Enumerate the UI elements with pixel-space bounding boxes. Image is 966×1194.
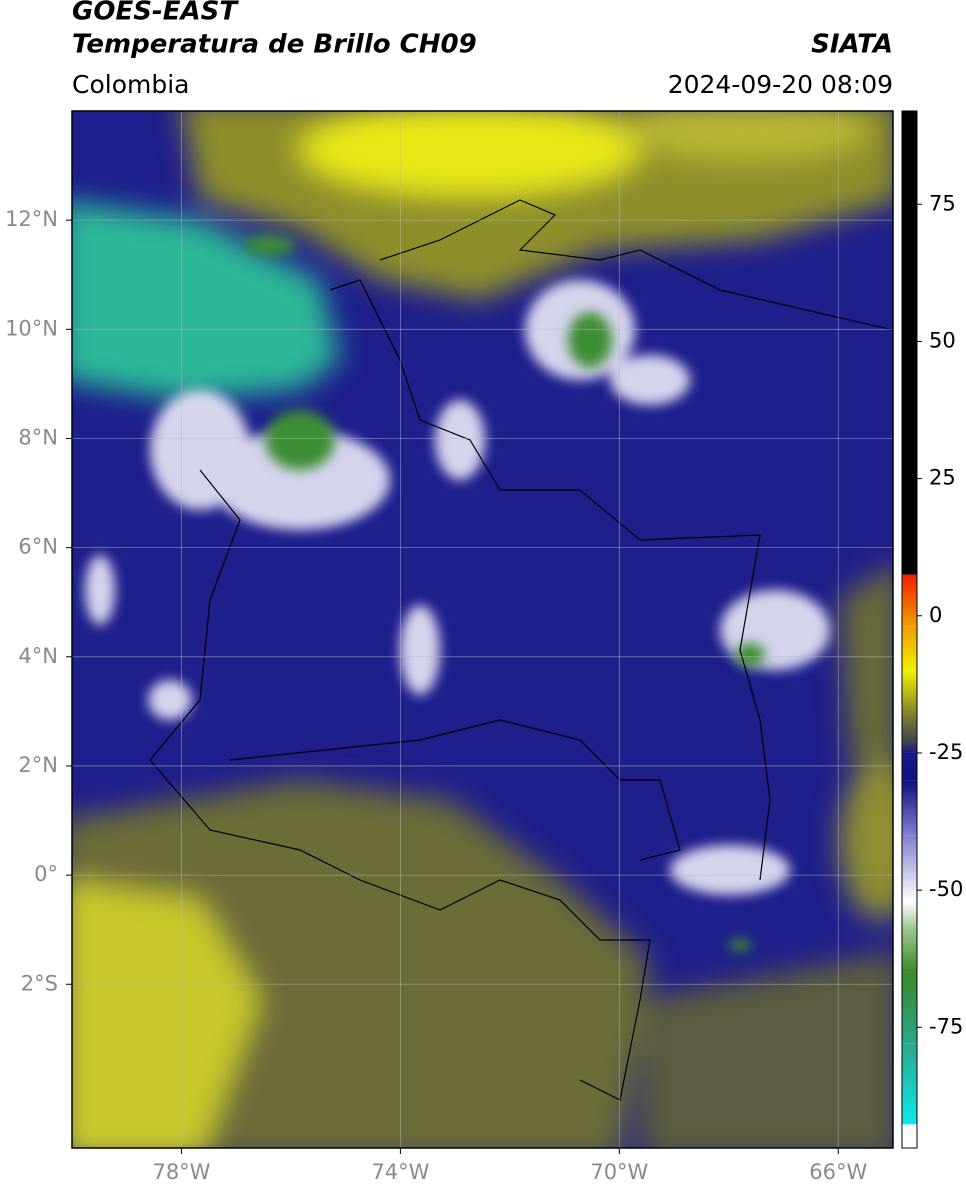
y-tick-label: 0° [34, 862, 58, 886]
colorbar-tick-label: 50 [929, 328, 956, 352]
colorbar-segment [902, 972, 917, 1044]
satellite-image [72, 111, 893, 1148]
y-tick-label: 10°N [5, 316, 58, 340]
grid [72, 111, 893, 1148]
y-tick-label: 4°N [18, 644, 58, 668]
colorbar-segment [902, 928, 917, 973]
colorbar [902, 111, 917, 1148]
colorbar-segment [902, 626, 917, 671]
y-tick-label: 2°S [21, 971, 58, 995]
colorbar-frame [901, 110, 918, 1149]
colorbar-tick-label: 0 [929, 603, 942, 627]
region: Colombia [72, 70, 189, 99]
colorbar-segment [902, 835, 917, 902]
title-line2: Temperatura de Brillo CH09 [72, 30, 477, 60]
y-tick-label: 2°N [18, 753, 58, 777]
x-tick-label: 78°W [152, 1160, 210, 1184]
y-tick-label: 12°N [5, 207, 58, 231]
colorbar-segment [902, 1043, 917, 1125]
source: SIATA [811, 30, 893, 60]
x-tick-label: 74°W [371, 1160, 429, 1184]
colorbar-tick-label: 25 [929, 466, 956, 490]
colorbar-tick-label: -25 [929, 740, 963, 764]
colorbar-segment [902, 780, 917, 836]
colorbar-segment [902, 670, 917, 715]
title-line1: GOES-EAST [72, 0, 239, 27]
colorbar-tick-label: -75 [929, 1014, 963, 1038]
colorbar-segment [902, 741, 917, 753]
colorbar-tick-label: -50 [929, 877, 963, 901]
colorbar-segment [902, 1124, 917, 1148]
colorbar-segment [902, 111, 917, 575]
x-tick-label: 70°W [590, 1160, 648, 1184]
y-tick-label: 6°N [18, 535, 58, 559]
x-tick-label: 66°W [809, 1160, 867, 1184]
colorbar-segment [902, 901, 917, 929]
timestamp: 2024-09-20 08:09 [668, 70, 893, 99]
colorbar-segment [902, 714, 917, 742]
map-frame [71, 110, 894, 1149]
colorbar-segment [902, 752, 917, 781]
colorbar-segment [902, 574, 917, 627]
y-tick-label: 8°N [18, 425, 58, 449]
colorbar-tick-label: 75 [929, 191, 956, 215]
